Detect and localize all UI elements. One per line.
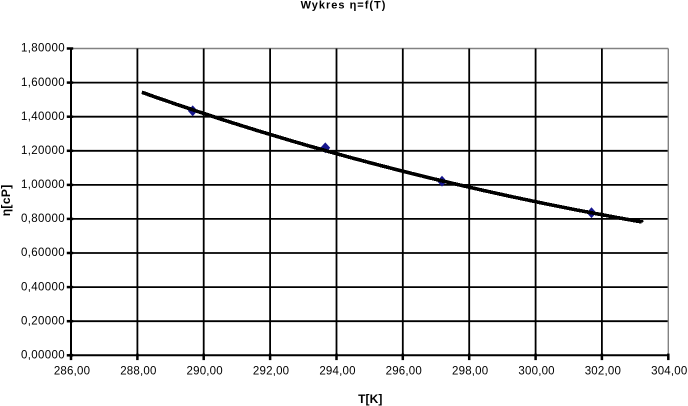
svg-text:300,00: 300,00 <box>518 365 554 377</box>
svg-text:286,00: 286,00 <box>54 365 90 377</box>
svg-text:Wykres η=f(T): Wykres η=f(T) <box>301 0 387 12</box>
svg-text:304,00: 304,00 <box>651 365 687 377</box>
svg-text:1,00000: 1,00000 <box>21 179 65 191</box>
svg-text:302,00: 302,00 <box>585 365 621 377</box>
svg-text:1,80000: 1,80000 <box>21 43 65 55</box>
svg-text:1,60000: 1,60000 <box>21 77 65 89</box>
svg-text:296,00: 296,00 <box>386 365 422 377</box>
svg-text:290,00: 290,00 <box>187 365 223 377</box>
svg-text:1,40000: 1,40000 <box>21 111 65 123</box>
svg-text:288,00: 288,00 <box>120 365 156 377</box>
svg-text:0,60000: 0,60000 <box>21 247 65 259</box>
svg-text:0,40000: 0,40000 <box>21 281 65 293</box>
svg-text:294,00: 294,00 <box>319 365 355 377</box>
svg-text:0,80000: 0,80000 <box>21 213 65 225</box>
svg-text:0,20000: 0,20000 <box>21 315 65 327</box>
svg-text:1,20000: 1,20000 <box>21 145 65 157</box>
svg-text:292,00: 292,00 <box>253 365 289 377</box>
svg-text:298,00: 298,00 <box>452 365 488 377</box>
svg-text:η[cP]: η[cP] <box>0 184 13 216</box>
svg-text:0,00000: 0,00000 <box>21 350 65 362</box>
svg-text:T[K]: T[K] <box>358 392 382 406</box>
